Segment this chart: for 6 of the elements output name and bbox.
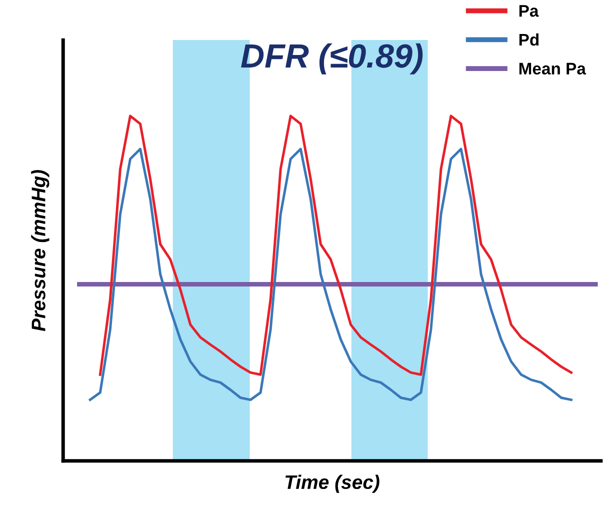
legend-label: Mean Pa <box>519 62 586 75</box>
legend-label: Pd <box>519 33 539 46</box>
chart-title: DFR (≤0.89) <box>241 43 423 74</box>
x-axis-title: Time (sec) <box>285 474 380 493</box>
y-axis-title: Pressure (mmHg) <box>31 170 50 332</box>
legend-label: Pa <box>519 5 539 17</box>
